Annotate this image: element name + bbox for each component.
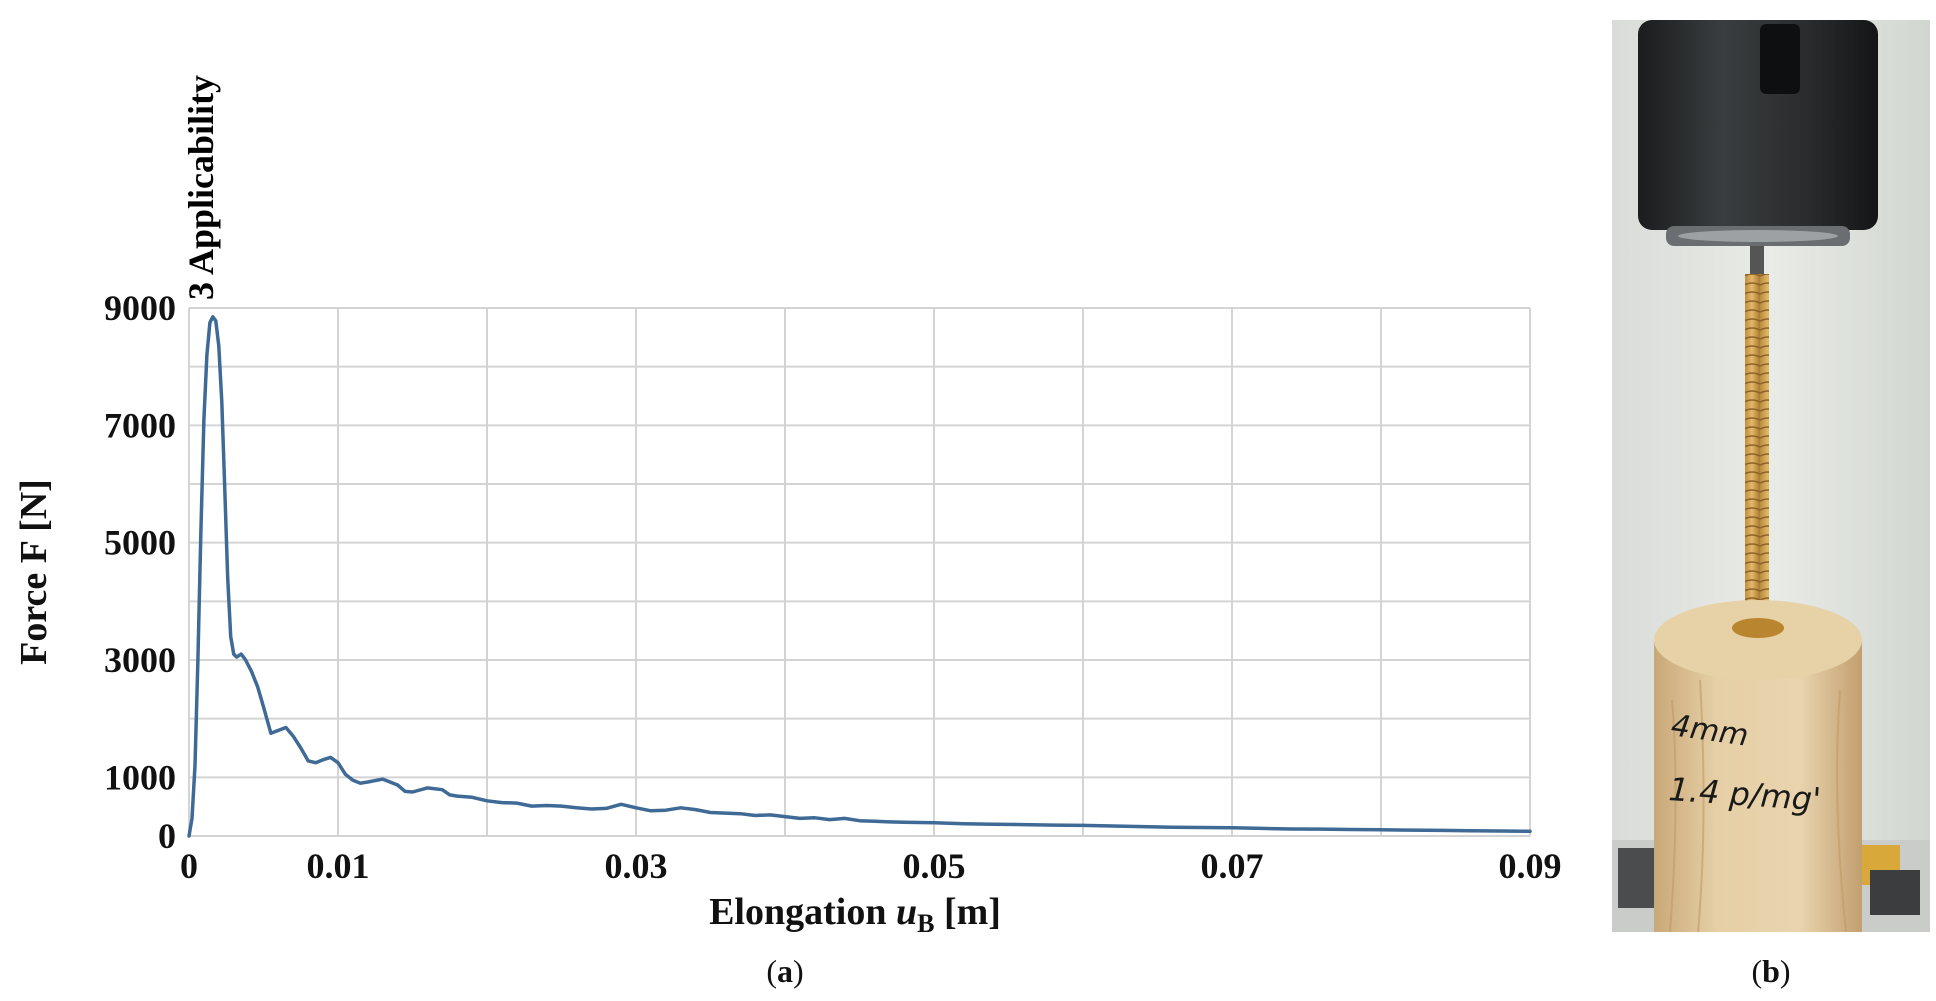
x-axis-label-var: u [896,891,917,933]
photo-wood-top [1654,600,1862,680]
caption-a-open: ( [766,953,777,989]
photo-fiber-rod [1745,274,1769,634]
x-tick-label: 0.05 [903,846,966,886]
photo-glue-spot [1732,618,1784,638]
x-tick-label: 0 [180,846,198,886]
x-tick-label: 0.03 [605,846,668,886]
y-tick-label: 1000 [104,757,176,797]
x-tick-labels: 0 0.01 0.03 0.05 0.07 0.09 [180,846,1562,886]
photo-wood-cylinder [1654,640,1862,932]
x-tick-label: 0.07 [1201,846,1264,886]
y-tick-label: 0 [158,816,176,856]
x-axis-label: Elongation uB [m] [709,891,1001,938]
y-tick-label: 5000 [104,523,176,563]
y-axis-label: Force F [N] [13,479,55,665]
clipped-header-text: 3 Applicability [181,75,221,300]
plot-background [189,308,1530,836]
y-tick-label: 3000 [104,640,176,680]
x-tick-label: 0.01 [307,846,370,886]
photo-screw [1750,246,1764,276]
x-axis-label-prefix: Elongation [709,891,896,933]
x-axis-label-unit: [m] [934,891,1000,933]
y-tick-label: 7000 [104,405,176,445]
photo-clamp-ring-shine [1678,230,1838,242]
photo-wood-grain [1669,679,1847,933]
caption-a-close: ) [793,953,804,989]
caption-b: (b) [1751,953,1790,989]
specimen-photo: 4mm 1.4 p/mg' [1612,20,1930,933]
caption-b-close: ) [1780,953,1791,989]
photo-bracket-left [1618,848,1658,908]
photo-clamp-slot [1760,24,1800,94]
force-elongation-line [187,315,1532,838]
x-tick-label: 0.09 [1499,846,1562,886]
y-tick-labels: 0 1000 3000 5000 7000 9000 [104,288,176,856]
photo-clamp [1638,20,1878,230]
grid [188,307,1531,837]
y-tick-label: 9000 [104,288,176,328]
caption-b-letter: b [1762,953,1780,989]
photo-bracket-right-dark [1870,870,1920,915]
caption-b-open: ( [1751,953,1762,989]
x-axis-label-sub: B [917,909,934,938]
caption-a: (a) [766,953,803,989]
caption-a-letter: a [777,953,793,989]
